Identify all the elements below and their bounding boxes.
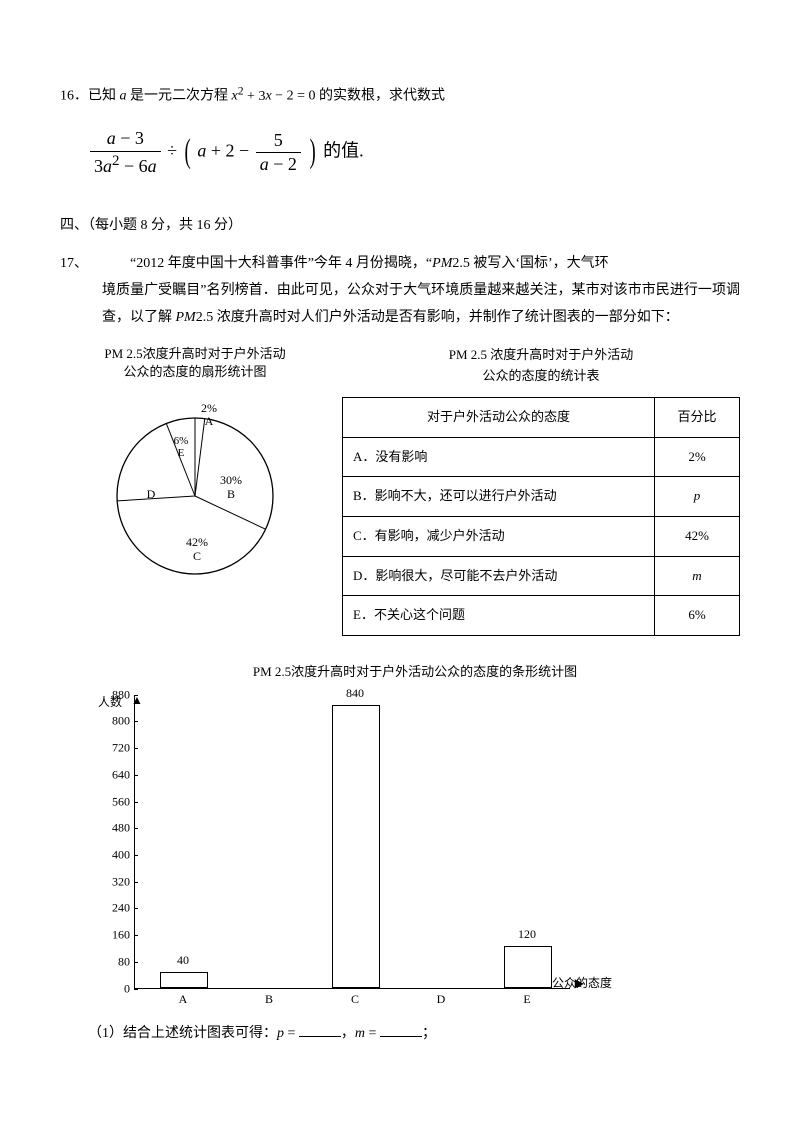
table-block: PM 2.5 浓度升高时对于户外活动 公众的态度的统计表 对于户外活动公众的态度… [342, 345, 740, 636]
y-tick [134, 908, 138, 909]
q16-formula: a − 3 3a2 − 6a ÷ ( a + 2 − 5 a − 2 ) 的值. [88, 120, 740, 185]
table-row: D．影响很大，尽可能不去户外活动m [343, 556, 740, 596]
sub-question-1: （1）结合上述统计图表可得：p = ，m = ； [88, 1021, 740, 1048]
y-tick [134, 748, 138, 749]
y-tick-label: 320 [90, 870, 130, 893]
pie-and-table-row: PM 2.5浓度升高时对于户外活动 公众的态度的扇形统计图 2% A 30% B… [70, 345, 740, 636]
y-tick-label: 480 [90, 817, 130, 840]
y-tick [134, 962, 138, 963]
bar [332, 705, 380, 988]
q17-body-first: “2012 年度中国十大科普事件”今年 4 月份揭晓，“PM2.5 被写入‘国标… [130, 256, 609, 271]
svg-text:30%: 30% [220, 473, 242, 487]
svg-text:E: E [178, 447, 185, 459]
y-axis [134, 695, 135, 989]
y-tick [134, 828, 138, 829]
rparen-icon: ) [310, 120, 316, 185]
x-tick-label: A [160, 988, 206, 1011]
x-tick-label: C [332, 988, 378, 1011]
frac-2: 5 a − 2 [256, 129, 301, 177]
bar-block: PM 2.5浓度升高时对于户外活动公众的态度的条形统计图 ▲ ▶ 人数 公众的态… [90, 660, 740, 1015]
bar-title: PM 2.5浓度升高时对于户外活动公众的态度的条形统计图 [90, 660, 740, 685]
svg-text:2%: 2% [201, 401, 217, 415]
q16-a: a [120, 89, 127, 104]
arrow-up-icon: ▲ [131, 689, 143, 712]
svg-text:D: D [147, 487, 156, 501]
bar-value-label: 840 [332, 682, 378, 705]
q17-body-rest: 境质量广受瞩目”名列榜首．由此可见，公众对于大气环境质量越来越关注，某市对该市市… [102, 278, 740, 331]
q17-num: 17、 [60, 256, 88, 271]
y-tick-label: 160 [90, 924, 130, 947]
bar-chart: ▲ ▶ 人数 公众的态度 080160240320400480560640720… [90, 695, 610, 1015]
q16-tail: 的值. [323, 141, 364, 161]
attitude-table: 对于户外活动公众的态度 百分比 A．没有影响2% B．影响不大，还可以进行户外活… [342, 397, 740, 636]
table-row: C．有影响，减少户外活动42% [343, 516, 740, 556]
bar-value-label: 40 [160, 949, 206, 972]
y-tick [134, 695, 138, 696]
q16-mid1: 是一元二次方程 [130, 89, 228, 104]
x-tick-label: D [418, 988, 464, 1011]
y-tick [134, 802, 138, 803]
y-tick-label: 640 [90, 763, 130, 786]
svg-text:6%: 6% [174, 435, 189, 447]
table-title: PM 2.5 浓度升高时对于户外活动 公众的态度的统计表 [342, 345, 740, 387]
svg-text:42%: 42% [186, 535, 208, 549]
pie-block: PM 2.5浓度升高时对于户外活动 公众的态度的扇形统计图 2% A 30% B… [70, 345, 320, 587]
question-17: 17、 “2012 年度中国十大科普事件”今年 4 月份揭晓，“PM2.5 被写入… [60, 251, 740, 331]
col-pct: 百分比 [655, 397, 740, 437]
svg-text:C: C [193, 549, 201, 563]
y-tick [134, 989, 138, 990]
bar-value-label: 120 [504, 923, 550, 946]
table-row: B．影响不大，还可以进行户外活动p [343, 477, 740, 517]
y-tick-label: 560 [90, 790, 130, 813]
y-tick-label: 880 [90, 683, 130, 706]
svg-text:B: B [227, 487, 235, 501]
pie-title: PM 2.5浓度升高时对于户外活动 公众的态度的扇形统计图 [70, 345, 320, 381]
y-tick-label: 240 [90, 897, 130, 920]
pie-chart: 2% A 30% B 42% C D 6% E [95, 388, 295, 588]
x-tick-label: B [246, 988, 292, 1011]
section-4-heading: 四、（每小题 8 分，共 16 分） [60, 213, 740, 240]
q16-prefix: 16．已知 [60, 89, 116, 104]
col-attitude: 对于户外活动公众的态度 [343, 397, 655, 437]
bar [504, 946, 552, 988]
svg-text:A: A [205, 414, 214, 428]
lparen-icon: ( [184, 120, 190, 185]
x-tick-label: E [504, 988, 550, 1011]
table-row: A．没有影响2% [343, 437, 740, 477]
y-tick [134, 935, 138, 936]
blank-p[interactable] [299, 1022, 341, 1037]
x-axis-label: 公众的态度 [552, 972, 612, 995]
y-tick [134, 855, 138, 856]
y-tick-label: 0 [90, 977, 130, 1000]
y-tick-label: 800 [90, 710, 130, 733]
y-tick-label: 400 [90, 844, 130, 867]
y-tick-label: 80 [90, 950, 130, 973]
y-tick [134, 882, 138, 883]
y-tick [134, 721, 138, 722]
y-tick [134, 775, 138, 776]
bar [160, 972, 208, 987]
div-sign: ÷ [167, 141, 181, 161]
question-16: 16．已知 a 是一元二次方程 x2 + 3x − 2 = 0 的实数根，求代数… [60, 80, 740, 185]
y-tick-label: 720 [90, 737, 130, 760]
q16-mid2: 的实数根，求代数式 [319, 89, 445, 104]
blank-m[interactable] [380, 1022, 422, 1037]
table-row: E．不关心这个问题6% [343, 596, 740, 636]
frac-1: a − 3 3a2 − 6a [90, 127, 161, 178]
table-header-row: 对于户外活动公众的态度 百分比 [343, 397, 740, 437]
